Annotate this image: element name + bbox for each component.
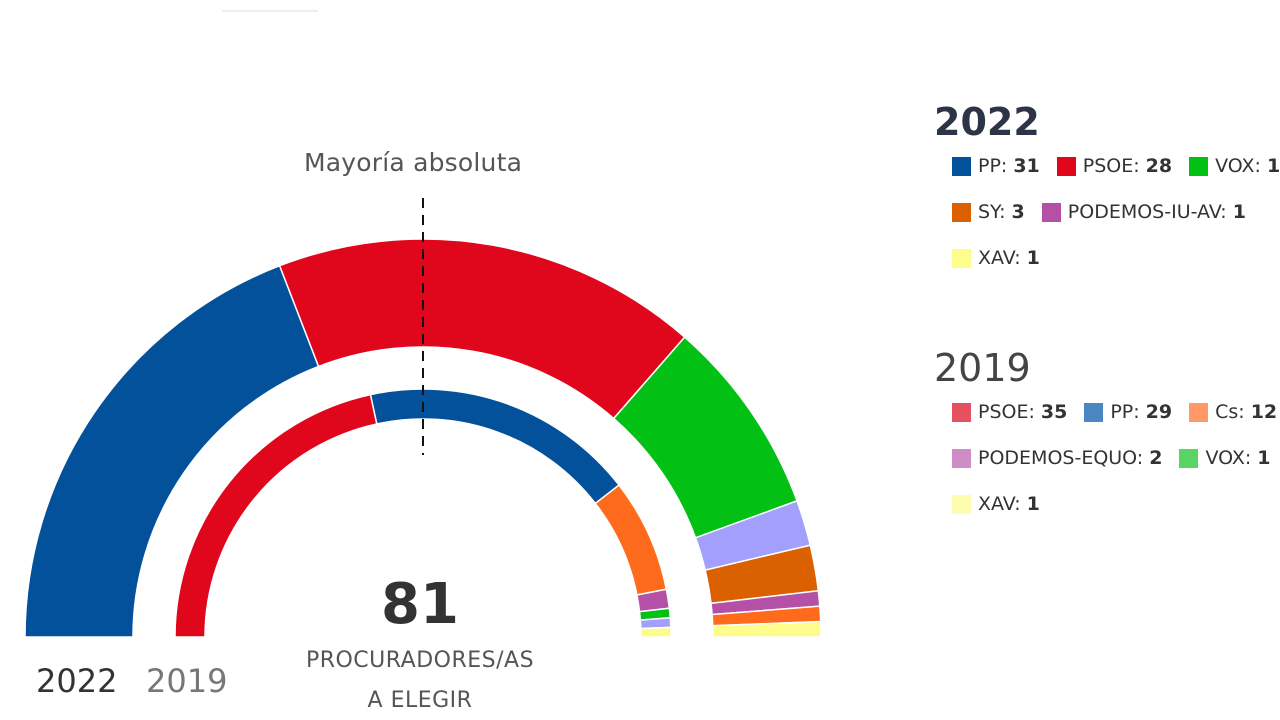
legend-value: 29	[1146, 401, 1172, 423]
legend-row: SY: 3 PODEMOS-IU-AV: 1	[952, 201, 1263, 227]
legend-row: PP: 31 PSOE: 28 VOX: 13	[952, 155, 1280, 181]
total-label-line1: PROCURADORES/AS	[270, 648, 570, 673]
legend-value: 35	[1041, 401, 1067, 423]
legend-label: VOX:	[1215, 155, 1261, 177]
legend-swatch	[1189, 403, 1208, 422]
legend-value: 1	[1257, 447, 1270, 469]
legend-swatch	[952, 495, 971, 514]
legend-swatch	[952, 403, 971, 422]
legend-value: 1	[1233, 201, 1246, 223]
legend-label: PP:	[1110, 401, 1139, 423]
legend-item[interactable]: PSOE: 35	[952, 401, 1067, 423]
legend-label: PODEMOS-EQUO:	[978, 447, 1143, 469]
majority-label: Mayoría absoluta	[304, 148, 522, 177]
legend-swatch	[1057, 157, 1076, 176]
legend-item[interactable]: XAV: 1	[952, 493, 1040, 515]
legend-label: PODEMOS-IU-AV:	[1068, 201, 1227, 223]
legend-label: XAV:	[978, 493, 1021, 515]
seat-arc-2019-pp[interactable]	[371, 389, 620, 503]
legend-value: 3	[1012, 201, 1025, 223]
legend-value: 13	[1267, 155, 1280, 177]
legend-swatch	[952, 157, 971, 176]
legend-label: SY:	[978, 201, 1006, 223]
legend-label: PSOE:	[978, 401, 1035, 423]
legend-item[interactable]: XAV: 1	[952, 247, 1040, 269]
seat-arc-2022-psoe[interactable]	[280, 239, 685, 419]
legend-value: 28	[1146, 155, 1172, 177]
total-label-line2: A ELEGIR	[270, 688, 570, 713]
legend-row: XAV: 1	[952, 493, 1057, 519]
legend-row: PSOE: 35 PP: 29 Cs: 12	[952, 401, 1280, 427]
legend-item[interactable]: PSOE: 28	[1057, 155, 1172, 177]
legend-swatch	[1042, 203, 1061, 222]
legend-swatch	[952, 449, 971, 468]
legend-value: 31	[1013, 155, 1039, 177]
legend-item[interactable]: PODEMOS-IU-AV: 1	[1042, 201, 1246, 223]
legend-label: XAV:	[978, 247, 1021, 269]
legend-item[interactable]: PODEMOS-EQUO: 2	[952, 447, 1162, 469]
legend-item[interactable]: PP: 29	[1084, 401, 1172, 423]
legend-item[interactable]: PP: 31	[952, 155, 1040, 177]
legend-item[interactable]: VOX: 1	[1179, 447, 1270, 469]
legend-swatch	[1084, 403, 1103, 422]
legend-title-2022: 2022	[934, 100, 1040, 144]
legend-row: PODEMOS-EQUO: 2 VOX: 1	[952, 447, 1280, 473]
legend-label: PSOE:	[1083, 155, 1140, 177]
legend-label: Cs:	[1215, 401, 1245, 423]
legend-item[interactable]: SY: 3	[952, 201, 1025, 223]
legend-label: VOX:	[1205, 447, 1251, 469]
legend-swatch	[952, 203, 971, 222]
legend-title-2019: 2019	[934, 346, 1031, 390]
legend-swatch	[1189, 157, 1208, 176]
total-seats: 81	[320, 572, 520, 637]
seat-arc-2019-xav[interactable]	[641, 627, 671, 637]
legend-value: 12	[1251, 401, 1277, 423]
legend-label: PP:	[978, 155, 1007, 177]
legend-value: 1	[1027, 493, 1040, 515]
legend-value: 1	[1027, 247, 1040, 269]
year-tab-2019[interactable]: 2019	[146, 662, 227, 700]
legend-swatch	[952, 249, 971, 268]
legend-item[interactable]: VOX: 13	[1189, 155, 1280, 177]
legend-value: 2	[1149, 447, 1162, 469]
legend-swatch	[1179, 449, 1198, 468]
seat-arc-2019-cs[interactable]	[595, 485, 666, 595]
year-tab-2022[interactable]: 2022	[36, 662, 117, 700]
legend-row: XAV: 1	[952, 247, 1057, 273]
legend-item[interactable]: Cs: 12	[1189, 401, 1277, 423]
